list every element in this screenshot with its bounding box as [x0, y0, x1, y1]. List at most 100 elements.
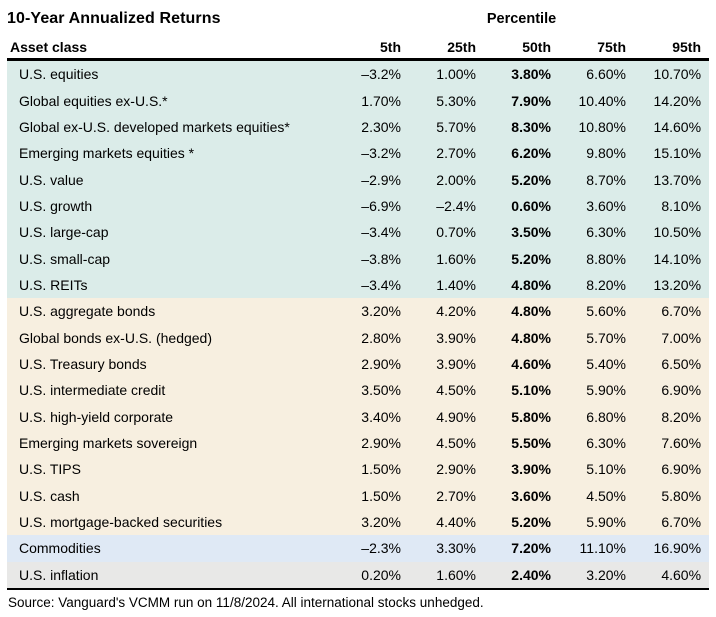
value-cell-75th: 8.80% [586, 250, 626, 267]
value-cell-50th: 7.90% [511, 92, 551, 109]
value-cell-5th: –3.8% [361, 250, 401, 267]
value-cell-50th: 8.30% [511, 118, 551, 135]
asset-class-cell: Emerging markets equities * [19, 145, 195, 162]
value-cell-5th: 1.50% [361, 461, 401, 478]
value-cell-50th: 6.20% [511, 145, 551, 162]
value-cell-75th: 3.60% [586, 197, 626, 214]
value-cell-95th: 8.10% [661, 197, 702, 214]
value-cell-25th: 2.00% [436, 171, 476, 188]
table-row-fixed-income: U.S. mortgage-backed securities 3.20% 4.… [7, 508, 710, 536]
value-cell-25th: 3.30% [436, 540, 476, 557]
value-cell-25th: 4.50% [436, 382, 476, 399]
column-header-row: Asset class 5th 25th 50th 75th 95th [7, 33, 710, 61]
value-cell-25th: 1.40% [436, 276, 476, 293]
value-cell-5th: 3.20% [361, 514, 401, 531]
value-cell-75th: 4.50% [586, 487, 626, 504]
asset-class-cell: Global equities ex-U.S.* [19, 92, 168, 109]
value-cell-75th: 8.20% [586, 276, 626, 293]
value-cell-25th: 4.50% [436, 434, 476, 451]
percentile-group-label: Percentile [486, 11, 557, 27]
asset-class-cell: U.S. aggregate bonds [19, 303, 156, 320]
returns-table: 10-Year Annualized Returns Percentile As… [7, 5, 710, 590]
value-cell-25th: 3.90% [436, 355, 476, 372]
col-header-asset-class: Asset class [7, 33, 334, 61]
value-cell-50th: 3.50% [511, 224, 551, 241]
asset-class-cell: U.S. inflation [7, 561, 334, 590]
value-cell-5th: –3.2% [361, 66, 401, 83]
asset-class-cell: U.S. small-cap [19, 250, 111, 267]
value-cell-95th: 7.00% [661, 329, 702, 346]
value-cell-25th: 0.70% [436, 224, 476, 241]
table-row-equities: Emerging markets equities * –3.2% 2.70% … [7, 140, 710, 167]
asset-class-cell: Global bonds ex-U.S. (hedged) [19, 329, 212, 346]
asset-class-cell: U.S. REITs [19, 276, 88, 293]
col-header-25th: 25th [409, 33, 484, 61]
value-cell-25th: 2.70% [436, 487, 476, 504]
table-row-commodities: Commodities –2.3% 3.30% 7.20% 11.10% 16.… [7, 535, 710, 562]
value-cell-25th: 5.30% [436, 92, 476, 109]
value-cell-95th: 6.90% [661, 461, 702, 478]
value-cell-5th: 3.40% [361, 408, 401, 425]
table-row-fixed-income: U.S. intermediate credit 3.50% 4.50% 5.1… [7, 377, 710, 404]
value-cell-50th: 4.80% [511, 329, 551, 346]
value-cell-95th: 14.60% [653, 118, 702, 135]
value-cell-25th: 1.60% [409, 561, 484, 590]
table-row-equities: Global equities ex-U.S.* 1.70% 5.30% 7.9… [7, 87, 710, 114]
value-cell-75th: 5.10% [586, 461, 626, 478]
value-cell-25th: 4.20% [436, 303, 476, 320]
value-cell-50th: 5.10% [511, 382, 551, 399]
asset-class-cell: U.S. intermediate credit [19, 382, 166, 399]
value-cell-5th: –3.4% [361, 224, 401, 241]
table-row-equities: U.S. REITs –3.4% 1.40% 4.80% 8.20% 13.20… [7, 271, 710, 299]
value-cell-50th: 3.90% [511, 461, 551, 478]
page-title: 10-Year Annualized Returns [7, 10, 221, 27]
value-cell-95th: 4.60% [634, 561, 710, 590]
value-cell-75th: 10.80% [578, 118, 626, 135]
value-cell-95th: 6.70% [661, 303, 702, 320]
value-cell-95th: 5.80% [661, 487, 702, 504]
value-cell-50th: 5.50% [511, 434, 551, 451]
value-cell-25th: 1.60% [436, 250, 476, 267]
value-cell-50th: 2.40% [484, 561, 559, 590]
value-cell-75th: 10.40% [578, 92, 626, 109]
value-cell-75th: 6.60% [586, 66, 626, 83]
table-row-fixed-income: Emerging markets sovereign 2.90% 4.50% 5… [7, 429, 710, 457]
value-cell-25th: 3.90% [436, 329, 476, 346]
value-cell-25th: 4.90% [436, 408, 476, 425]
table-row-fixed-income: U.S. high-yield corporate 3.40% 4.90% 5.… [7, 403, 710, 430]
table-row-fixed-income: U.S. TIPS 1.50% 2.90% 3.90% 5.10% 6.90% [7, 456, 710, 483]
value-cell-5th: 2.90% [361, 355, 401, 372]
value-cell-75th: 6.30% [586, 434, 626, 451]
value-cell-75th: 5.90% [586, 382, 626, 399]
table-row-inflation: U.S. inflation 0.20% 1.60% 2.40% 3.20% 4… [7, 561, 710, 590]
table-row-fixed-income: Global bonds ex-U.S. (hedged) 2.80% 3.90… [7, 324, 710, 351]
value-cell-5th: 2.90% [361, 434, 401, 451]
table-row-equities: U.S. equities –3.2% 1.00% 3.80% 6.60% 10… [7, 59, 710, 88]
value-cell-25th: 1.00% [436, 66, 476, 83]
table-row-fixed-income: U.S. aggregate bonds 3.20% 4.20% 4.80% 5… [7, 298, 710, 325]
value-cell-95th: 6.50% [661, 355, 702, 372]
col-header-5th: 5th [334, 33, 409, 61]
value-cell-50th: 4.80% [511, 276, 551, 293]
asset-class-cell: Commodities [19, 540, 101, 557]
value-cell-50th: 3.60% [511, 487, 551, 504]
value-cell-5th: 2.30% [361, 118, 401, 135]
value-cell-50th: 5.80% [511, 408, 551, 425]
value-cell-50th: 3.80% [511, 66, 551, 83]
value-cell-5th: –6.9% [361, 197, 401, 214]
value-cell-95th: 10.50% [653, 224, 702, 241]
value-cell-50th: 4.80% [511, 303, 551, 320]
value-cell-5th: 0.20% [334, 561, 409, 590]
value-cell-75th: 5.70% [586, 329, 626, 346]
value-cell-75th: 11.10% [579, 540, 626, 557]
table-row-equities: U.S. growth –6.9% –2.4% 0.60% 3.60% 8.10… [7, 192, 710, 220]
value-cell-50th: 0.60% [511, 197, 551, 214]
value-cell-75th: 8.70% [586, 171, 626, 188]
value-cell-50th: 4.60% [511, 355, 551, 372]
value-cell-75th: 6.80% [586, 408, 626, 425]
value-cell-5th: 3.20% [361, 303, 401, 320]
table-row-equities: U.S. small-cap –3.8% 1.60% 5.20% 8.80% 1… [7, 245, 710, 272]
asset-class-cell: U.S. growth [19, 197, 93, 214]
value-cell-95th: 16.90% [653, 540, 702, 557]
